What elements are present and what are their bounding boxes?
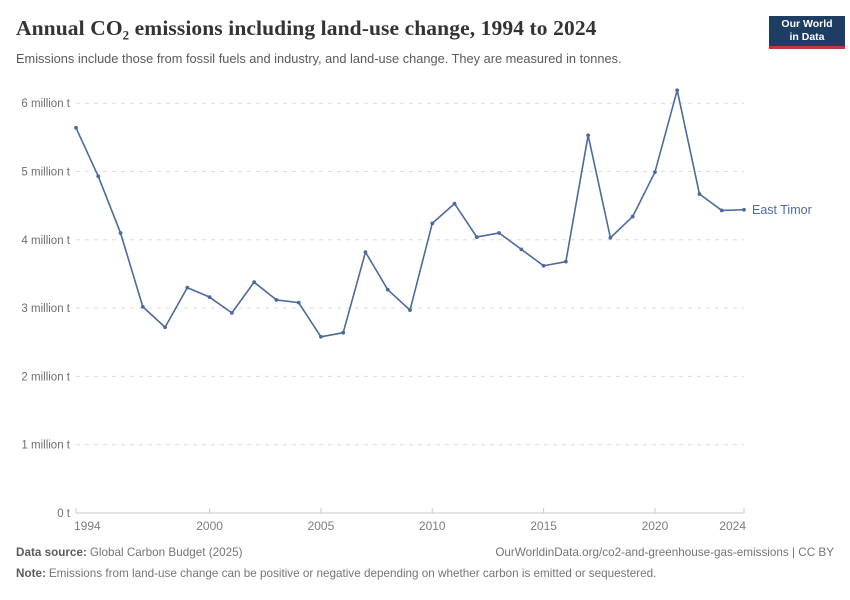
footer-note: Note: Emissions from land-use change can … — [16, 567, 834, 580]
data-point — [563, 259, 568, 264]
data-point — [430, 221, 435, 226]
footer: Data source: Global Carbon Budget (2025) … — [16, 546, 834, 559]
footer-note-label: Note: — [16, 567, 46, 580]
x-tick-label: 2015 — [530, 519, 557, 533]
data-point — [140, 304, 145, 309]
data-point — [363, 250, 368, 254]
x-tick-label: 2000 — [196, 519, 223, 533]
owid-logo-line1: Our World — [781, 17, 833, 30]
chart-subtitle: Emissions include those from fossil fuel… — [16, 51, 622, 66]
x-tick-label: 2010 — [419, 519, 446, 533]
data-point — [74, 125, 78, 130]
data-point — [96, 174, 101, 179]
y-tick-label: 5 million t — [21, 167, 70, 179]
x-tick-label: 2020 — [642, 519, 669, 533]
footer-note-text: Emissions from land-use change can be po… — [48, 567, 657, 580]
data-point — [296, 300, 301, 305]
owid-logo: Our World in Data — [769, 16, 845, 49]
data-point — [474, 235, 479, 239]
data-point — [207, 295, 212, 300]
x-tick-label: 2024 — [719, 519, 746, 533]
data-point — [519, 247, 524, 252]
y-tick-label: 3 million t — [21, 303, 70, 315]
data-point — [319, 334, 323, 339]
line-series-east-timor — [75, 89, 745, 338]
data-point — [719, 208, 724, 213]
footer-credit: OurWorldinData.org/co2-and-greenhouse-ga… — [495, 546, 834, 559]
footer-source-label: Data source: — [16, 546, 87, 559]
data-point — [653, 170, 657, 175]
data-point — [497, 231, 501, 235]
data-point — [252, 280, 257, 285]
data-point — [742, 207, 746, 212]
data-point — [541, 263, 546, 268]
data-point — [118, 231, 123, 235]
data-point — [675, 88, 680, 93]
plot-area: 0 t 1 million t 2 million t 3 million t 4 mi… — [21, 88, 812, 533]
x-tick-label: 2005 — [308, 519, 335, 533]
data-point — [697, 192, 702, 196]
data-point — [185, 285, 190, 290]
data-point — [408, 308, 412, 313]
data-point — [385, 287, 390, 292]
entity-label: East Timor — [752, 203, 812, 217]
footer-source: Data source: Global Carbon Budget (2025) — [16, 546, 243, 559]
data-point — [274, 298, 279, 302]
data-point — [229, 310, 234, 315]
data-point — [586, 133, 591, 138]
data-point — [630, 214, 635, 219]
chart-title: Annual CO₂ emissions including land-use … — [16, 16, 597, 40]
y-tick-label: 6 million t — [21, 98, 70, 110]
y-tick-label: 4 million t — [21, 235, 70, 247]
x-tick-label: 1994 — [74, 519, 101, 533]
footer-source-text: Global Carbon Budget (2025) — [89, 546, 243, 559]
y-tick-label: 1 million t — [21, 440, 70, 452]
y-tick-label: 2 million t — [21, 371, 70, 383]
data-point — [341, 330, 346, 335]
data-point — [452, 201, 457, 206]
data-point — [608, 235, 613, 240]
owid-logo-line2: in Data — [789, 31, 825, 43]
y-tick-label: 0 t — [57, 508, 71, 520]
data-point — [163, 325, 167, 330]
